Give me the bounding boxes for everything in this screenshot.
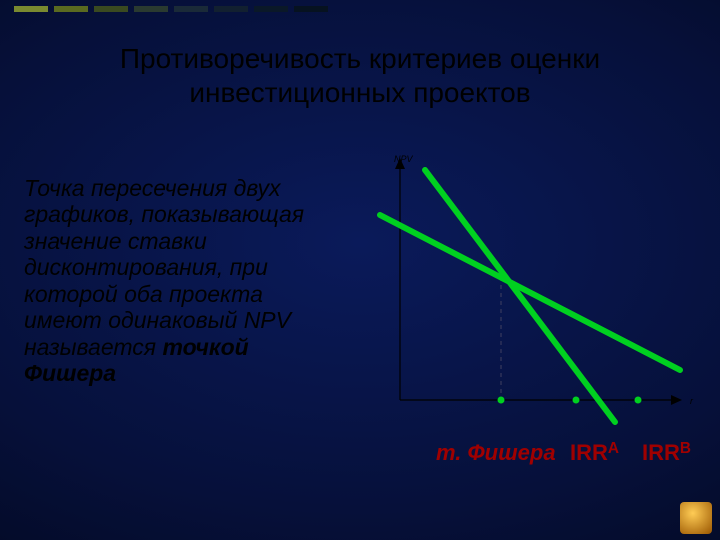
label-fisher: т. Фишера <box>436 440 556 466</box>
header-swatch <box>134 6 168 12</box>
title-line2: инвестиционных проектов <box>189 77 530 108</box>
body-text: Точка пересечения двух графиков, показыв… <box>24 175 344 387</box>
title-line1: Противоречивость критериев оценки <box>120 43 600 74</box>
header-swatch <box>54 6 88 12</box>
slide-root: Противоречивость критериев оценки инвест… <box>0 0 720 540</box>
corner-decoration-icon <box>680 502 712 534</box>
body-pre: Точка пересечения двух графиков, показыв… <box>24 175 304 360</box>
header-swatches <box>14 6 328 12</box>
header-swatch <box>14 6 48 12</box>
label-irrB: IRRB <box>642 440 680 466</box>
header-swatch <box>174 6 208 12</box>
header-swatch <box>294 6 328 12</box>
x-axis-label: r <box>690 396 693 406</box>
label-irrA: IRRA <box>570 440 608 466</box>
header-swatch <box>214 6 248 12</box>
chart-area: NPV r <box>370 150 710 430</box>
header-swatch <box>94 6 128 12</box>
header-swatch <box>254 6 288 12</box>
slide-title: Противоречивость критериев оценки инвест… <box>0 42 720 109</box>
chart-svg <box>370 150 710 430</box>
y-axis-label: NPV <box>394 154 413 164</box>
